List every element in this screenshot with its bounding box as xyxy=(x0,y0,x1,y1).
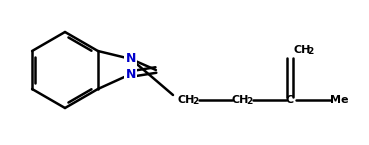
Text: N: N xyxy=(126,52,136,66)
Text: 2: 2 xyxy=(307,48,313,57)
Text: CH: CH xyxy=(293,45,310,55)
Text: CH: CH xyxy=(178,95,195,105)
Text: C: C xyxy=(286,95,294,105)
Text: 2: 2 xyxy=(246,97,252,106)
Text: CH: CH xyxy=(232,95,249,105)
Text: 2: 2 xyxy=(192,97,198,106)
Text: N: N xyxy=(126,68,136,80)
Text: Me: Me xyxy=(330,95,348,105)
